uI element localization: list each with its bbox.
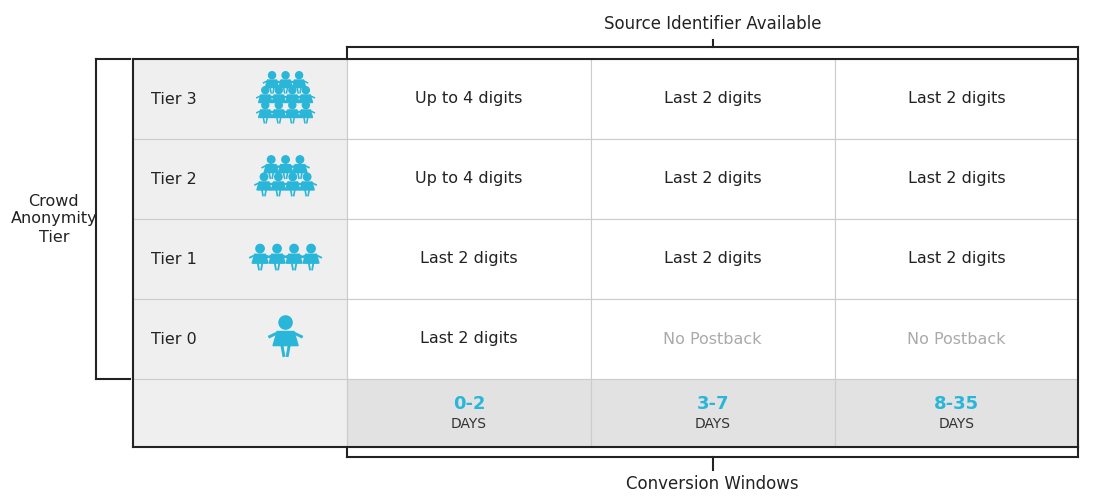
Polygon shape bbox=[300, 182, 314, 190]
Bar bbox=[133, 299, 347, 379]
Polygon shape bbox=[259, 95, 272, 102]
Circle shape bbox=[262, 87, 269, 94]
Text: Tier 2: Tier 2 bbox=[151, 171, 198, 186]
Bar bbox=[347, 379, 591, 447]
Bar bbox=[835, 219, 1078, 299]
Text: Last 2 digits: Last 2 digits bbox=[908, 251, 1006, 267]
Text: DAYS: DAYS bbox=[451, 417, 487, 431]
Bar bbox=[133, 139, 347, 219]
Bar bbox=[347, 219, 591, 299]
Polygon shape bbox=[303, 254, 319, 263]
Polygon shape bbox=[269, 254, 285, 263]
Text: Up to 4 digits: Up to 4 digits bbox=[415, 92, 523, 106]
Circle shape bbox=[303, 173, 311, 180]
Bar bbox=[347, 299, 591, 379]
Polygon shape bbox=[293, 165, 307, 173]
Text: Tier 1: Tier 1 bbox=[151, 251, 198, 267]
Polygon shape bbox=[256, 182, 271, 190]
Circle shape bbox=[307, 244, 315, 253]
Text: Last 2 digits: Last 2 digits bbox=[908, 92, 1006, 106]
Text: DAYS: DAYS bbox=[695, 417, 730, 431]
Bar bbox=[591, 139, 835, 219]
Bar bbox=[835, 139, 1078, 219]
Polygon shape bbox=[292, 80, 305, 88]
Text: No Postback: No Postback bbox=[664, 332, 761, 347]
Text: Last 2 digits: Last 2 digits bbox=[421, 332, 518, 347]
Circle shape bbox=[268, 156, 275, 163]
Circle shape bbox=[269, 72, 275, 79]
Text: Last 2 digits: Last 2 digits bbox=[664, 251, 761, 267]
Text: Tier 0: Tier 0 bbox=[151, 332, 198, 347]
Circle shape bbox=[296, 156, 304, 163]
Polygon shape bbox=[286, 254, 302, 263]
Polygon shape bbox=[285, 95, 299, 102]
Circle shape bbox=[289, 87, 296, 94]
Polygon shape bbox=[285, 182, 300, 190]
Bar bbox=[133, 219, 347, 299]
Bar bbox=[835, 59, 1078, 139]
Text: Source Identifier Available: Source Identifier Available bbox=[604, 15, 821, 33]
Polygon shape bbox=[273, 332, 299, 346]
Circle shape bbox=[274, 173, 282, 180]
Text: 0-2: 0-2 bbox=[453, 395, 485, 413]
Circle shape bbox=[273, 244, 281, 253]
Text: Anonymity: Anonymity bbox=[10, 212, 98, 226]
Circle shape bbox=[279, 316, 292, 329]
Bar bbox=[133, 379, 347, 447]
Text: No Postback: No Postback bbox=[907, 332, 1006, 347]
Circle shape bbox=[275, 87, 282, 94]
Polygon shape bbox=[265, 80, 279, 88]
Text: Last 2 digits: Last 2 digits bbox=[664, 92, 761, 106]
Polygon shape bbox=[300, 110, 313, 117]
Text: Tier: Tier bbox=[39, 229, 69, 244]
Text: 3-7: 3-7 bbox=[696, 395, 729, 413]
Circle shape bbox=[262, 102, 269, 109]
Text: Conversion Windows: Conversion Windows bbox=[626, 475, 799, 493]
Text: Tier 3: Tier 3 bbox=[151, 92, 196, 106]
Circle shape bbox=[302, 87, 310, 94]
Circle shape bbox=[256, 244, 264, 253]
Bar bbox=[835, 379, 1078, 447]
Text: Last 2 digits: Last 2 digits bbox=[908, 171, 1006, 186]
Bar bbox=[591, 219, 835, 299]
Polygon shape bbox=[300, 95, 313, 102]
Bar bbox=[133, 59, 347, 139]
Bar bbox=[591, 299, 835, 379]
Bar bbox=[591, 379, 835, 447]
Polygon shape bbox=[279, 80, 292, 88]
Polygon shape bbox=[259, 110, 272, 117]
Circle shape bbox=[302, 102, 310, 109]
Circle shape bbox=[282, 72, 289, 79]
Polygon shape bbox=[264, 165, 279, 173]
Bar bbox=[835, 299, 1078, 379]
Circle shape bbox=[289, 102, 296, 109]
Text: Last 2 digits: Last 2 digits bbox=[664, 171, 761, 186]
Bar bbox=[591, 59, 835, 139]
Circle shape bbox=[282, 156, 290, 163]
Polygon shape bbox=[285, 110, 299, 117]
Polygon shape bbox=[279, 165, 293, 173]
Circle shape bbox=[275, 102, 282, 109]
Bar bbox=[347, 139, 591, 219]
Polygon shape bbox=[272, 110, 285, 117]
Bar bbox=[347, 59, 591, 139]
Text: Last 2 digits: Last 2 digits bbox=[421, 251, 518, 267]
Circle shape bbox=[260, 173, 268, 180]
Circle shape bbox=[290, 244, 299, 253]
Text: DAYS: DAYS bbox=[938, 417, 975, 431]
Circle shape bbox=[295, 72, 303, 79]
Circle shape bbox=[289, 173, 296, 180]
Polygon shape bbox=[272, 95, 285, 102]
Polygon shape bbox=[252, 254, 268, 263]
Polygon shape bbox=[271, 182, 285, 190]
Text: 8-35: 8-35 bbox=[934, 395, 979, 413]
Text: Up to 4 digits: Up to 4 digits bbox=[415, 171, 523, 186]
Text: Crowd: Crowd bbox=[29, 194, 79, 209]
